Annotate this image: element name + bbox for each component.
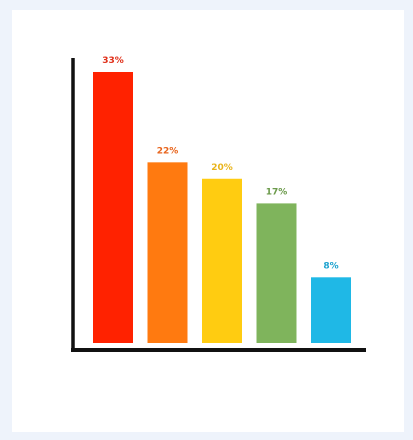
value-label-5: 8% — [323, 261, 338, 271]
value-label-1: 33% — [102, 56, 124, 66]
value-labels-group: 33% 22% 20% 17% 8% — [102, 56, 338, 271]
bar-2 — [147, 162, 188, 343]
bars-group — [93, 72, 351, 343]
bar-3 — [202, 178, 242, 343]
bar-5 — [311, 277, 351, 343]
value-label-3: 20% — [211, 163, 233, 173]
value-label-2: 22% — [157, 146, 179, 156]
bar-4 — [256, 203, 297, 343]
bar-1 — [93, 72, 133, 343]
value-label-4: 17% — [266, 187, 288, 197]
